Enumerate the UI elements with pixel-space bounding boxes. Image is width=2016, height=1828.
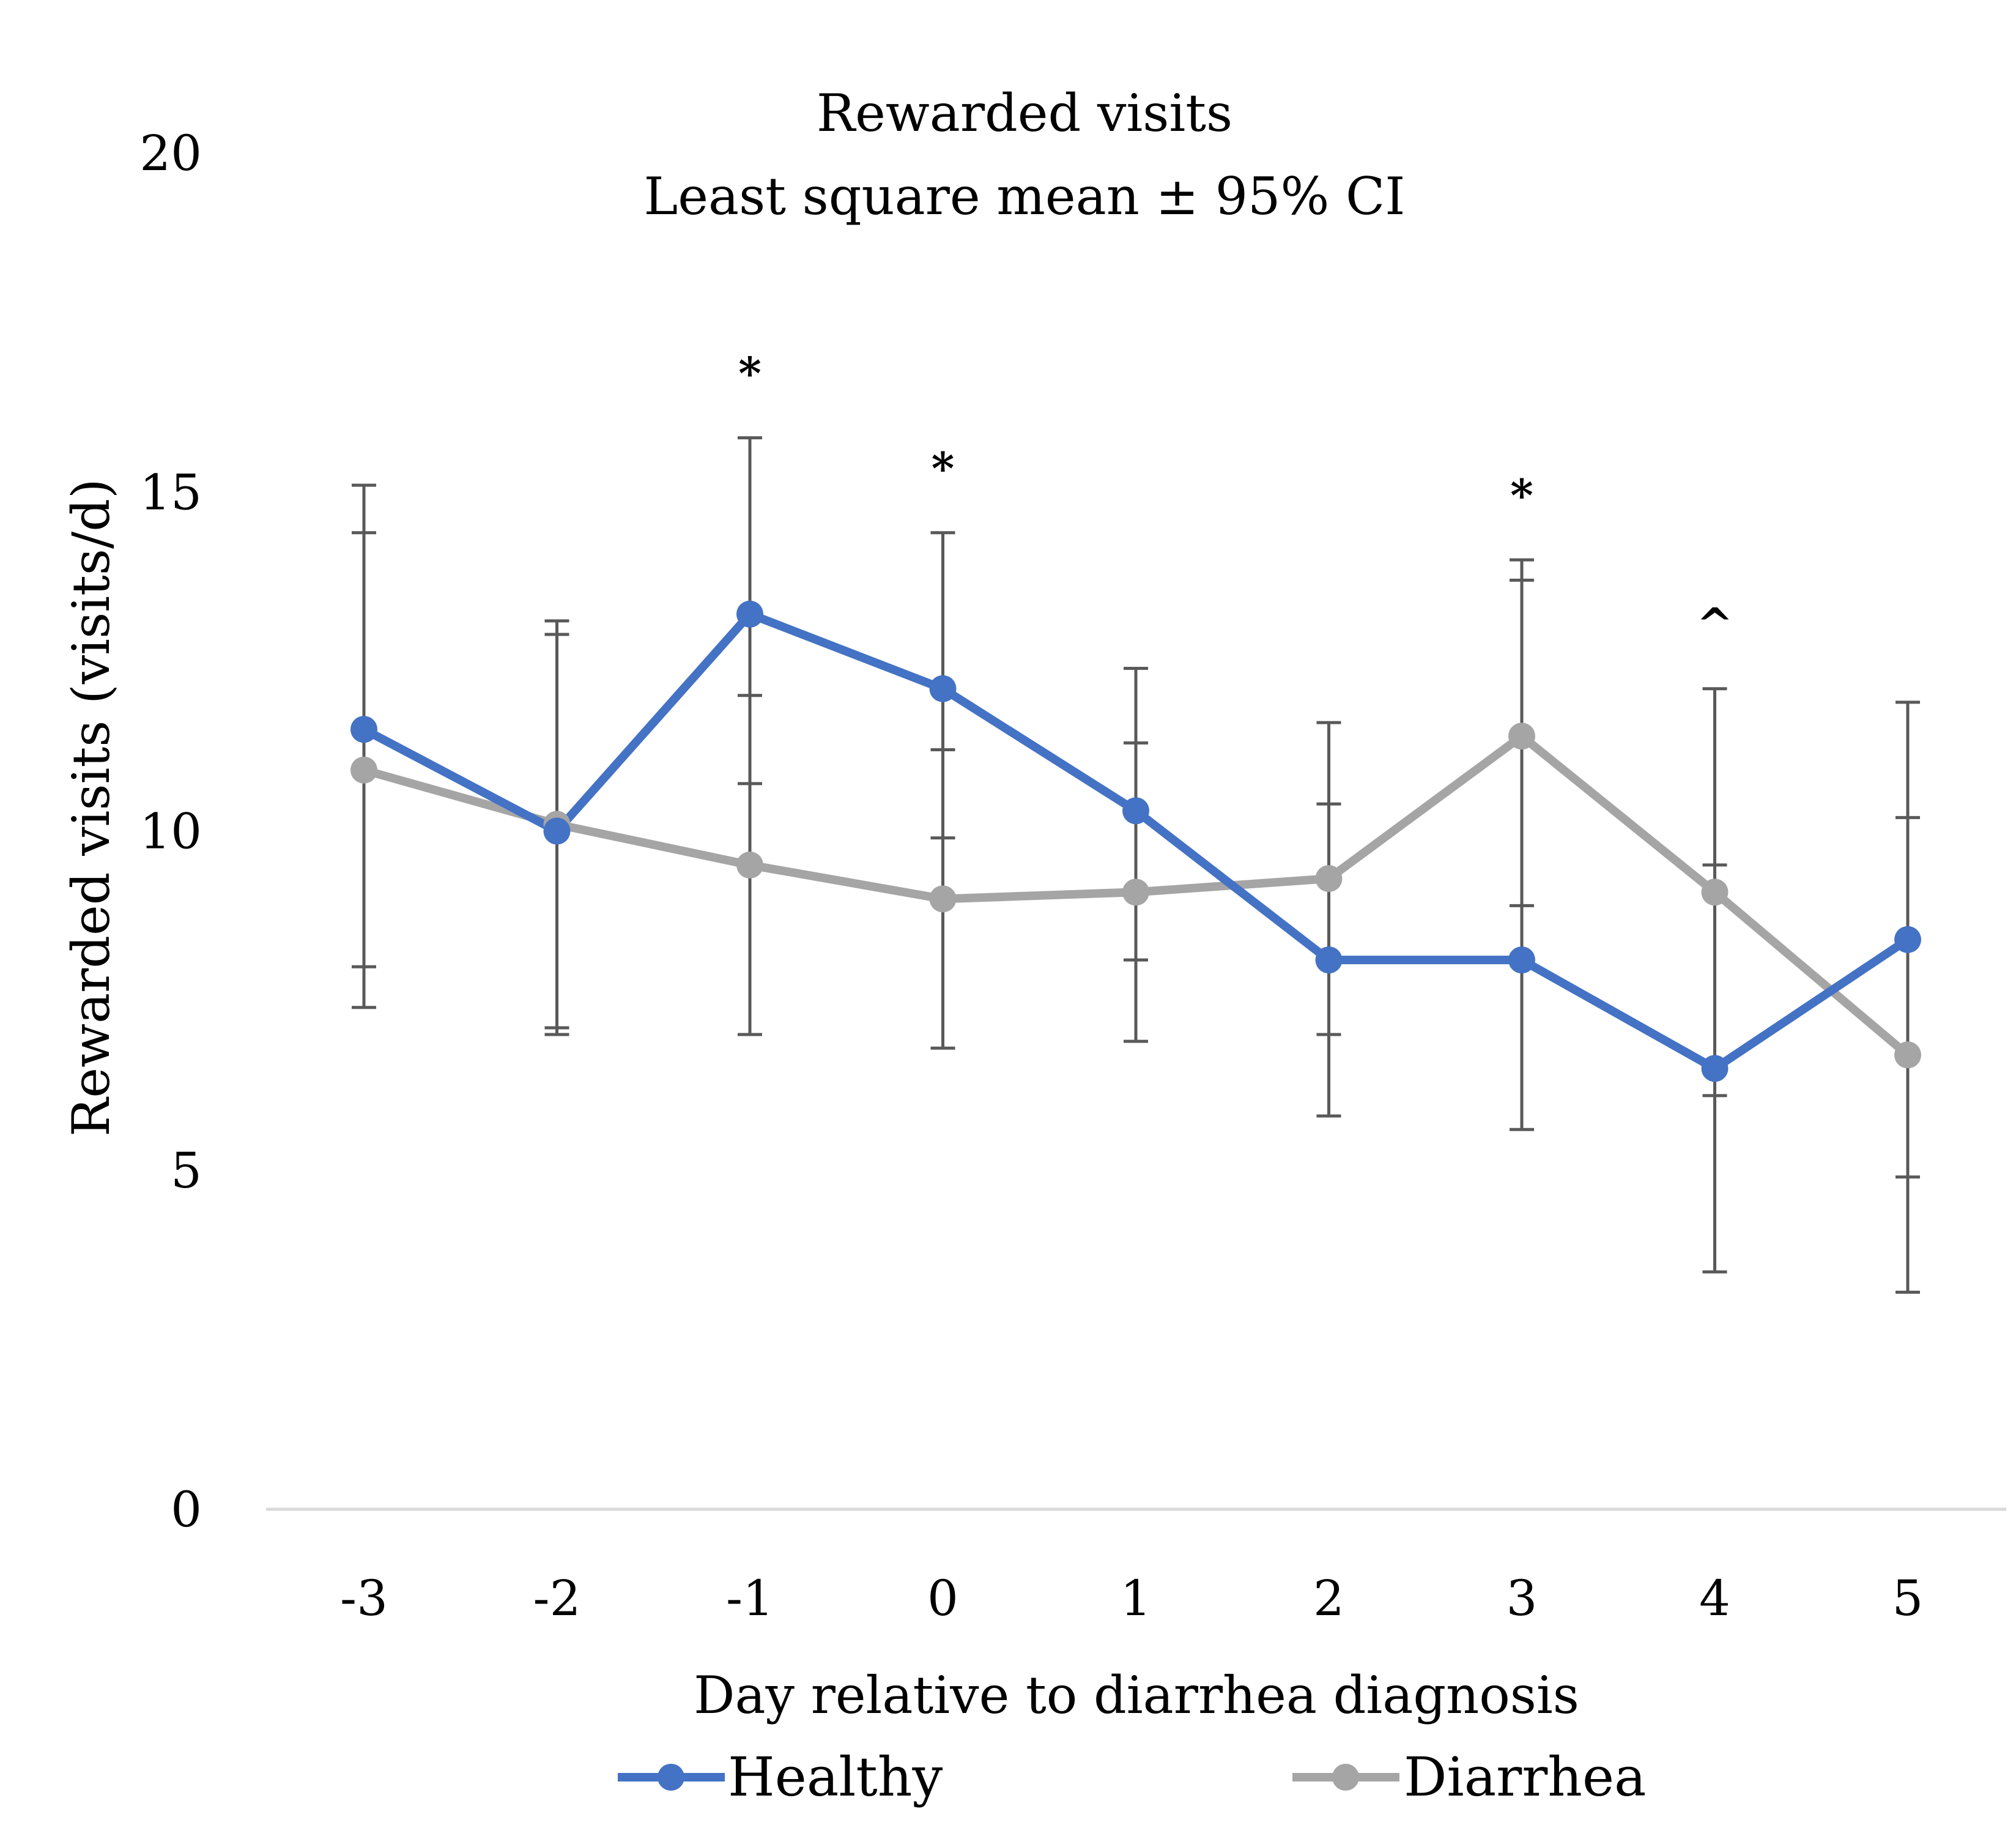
chart-title: Rewarded visits <box>817 83 1232 143</box>
data-point-diarrhea <box>1508 723 1535 750</box>
significance-annotations: * * * ^ <box>738 347 1733 650</box>
data-point-diarrhea <box>1122 879 1149 906</box>
legend-healthy-label: Healthy <box>728 1745 943 1808</box>
chart-subtitle: Least square mean ± 95% CI <box>644 166 1406 226</box>
data-point-diarrhea <box>1894 1041 1921 1069</box>
data-point-healthy <box>350 716 377 743</box>
data-point-diarrhea <box>350 756 377 784</box>
x-tick-label: 5 <box>1892 1570 1924 1627</box>
significance-mark: ^ <box>1696 598 1733 650</box>
y-tick-label: 0 <box>171 1481 202 1538</box>
legend-healthy-marker <box>658 1764 684 1791</box>
y-tick-label: 10 <box>139 803 202 860</box>
x-tick-label: 2 <box>1313 1570 1344 1627</box>
data-point-healthy <box>1894 926 1921 953</box>
x-tick-label: 4 <box>1699 1570 1730 1627</box>
x-axis-tick-labels: -3 -2 -1 0 1 2 3 4 5 <box>340 1570 1923 1627</box>
data-point-healthy <box>543 817 571 845</box>
y-tick-label: 15 <box>139 464 202 521</box>
legend-diarrhea-label: Diarrhea <box>1404 1745 1647 1808</box>
x-axis-title: Day relative to diarrhea diagnosis <box>694 1665 1579 1725</box>
data-point-healthy <box>1508 946 1535 974</box>
x-tick-label: 1 <box>1121 1570 1152 1627</box>
y-tick-label: 20 <box>139 125 202 182</box>
significance-mark: * <box>738 347 762 399</box>
data-point-healthy <box>1122 797 1149 825</box>
x-tick-label: 3 <box>1506 1570 1538 1627</box>
data-point-healthy <box>736 600 763 628</box>
data-point-diarrhea <box>1701 879 1729 906</box>
y-axis-tick-labels: 0 5 10 15 20 <box>139 125 202 1538</box>
significance-mark: * <box>1510 469 1533 521</box>
legend-diarrhea-marker <box>1332 1764 1359 1791</box>
data-point-diarrhea <box>1315 865 1343 893</box>
x-tick-label: -1 <box>726 1570 774 1627</box>
series-markers <box>350 600 1921 1082</box>
significance-mark: * <box>932 442 955 494</box>
data-point-diarrhea <box>929 885 957 913</box>
data-point-healthy <box>929 675 957 702</box>
x-tick-label: 0 <box>927 1570 958 1627</box>
legend: Healthy Diarrhea <box>618 1745 1647 1808</box>
y-axis-title: Rewarded visits (visits/d) <box>61 478 121 1137</box>
y-tick-label: 5 <box>171 1142 202 1199</box>
data-point-healthy <box>1315 946 1343 974</box>
x-tick-label: -2 <box>533 1570 581 1627</box>
x-tick-label: -3 <box>340 1570 388 1627</box>
data-point-healthy <box>1701 1055 1729 1082</box>
data-point-diarrhea <box>736 851 763 879</box>
